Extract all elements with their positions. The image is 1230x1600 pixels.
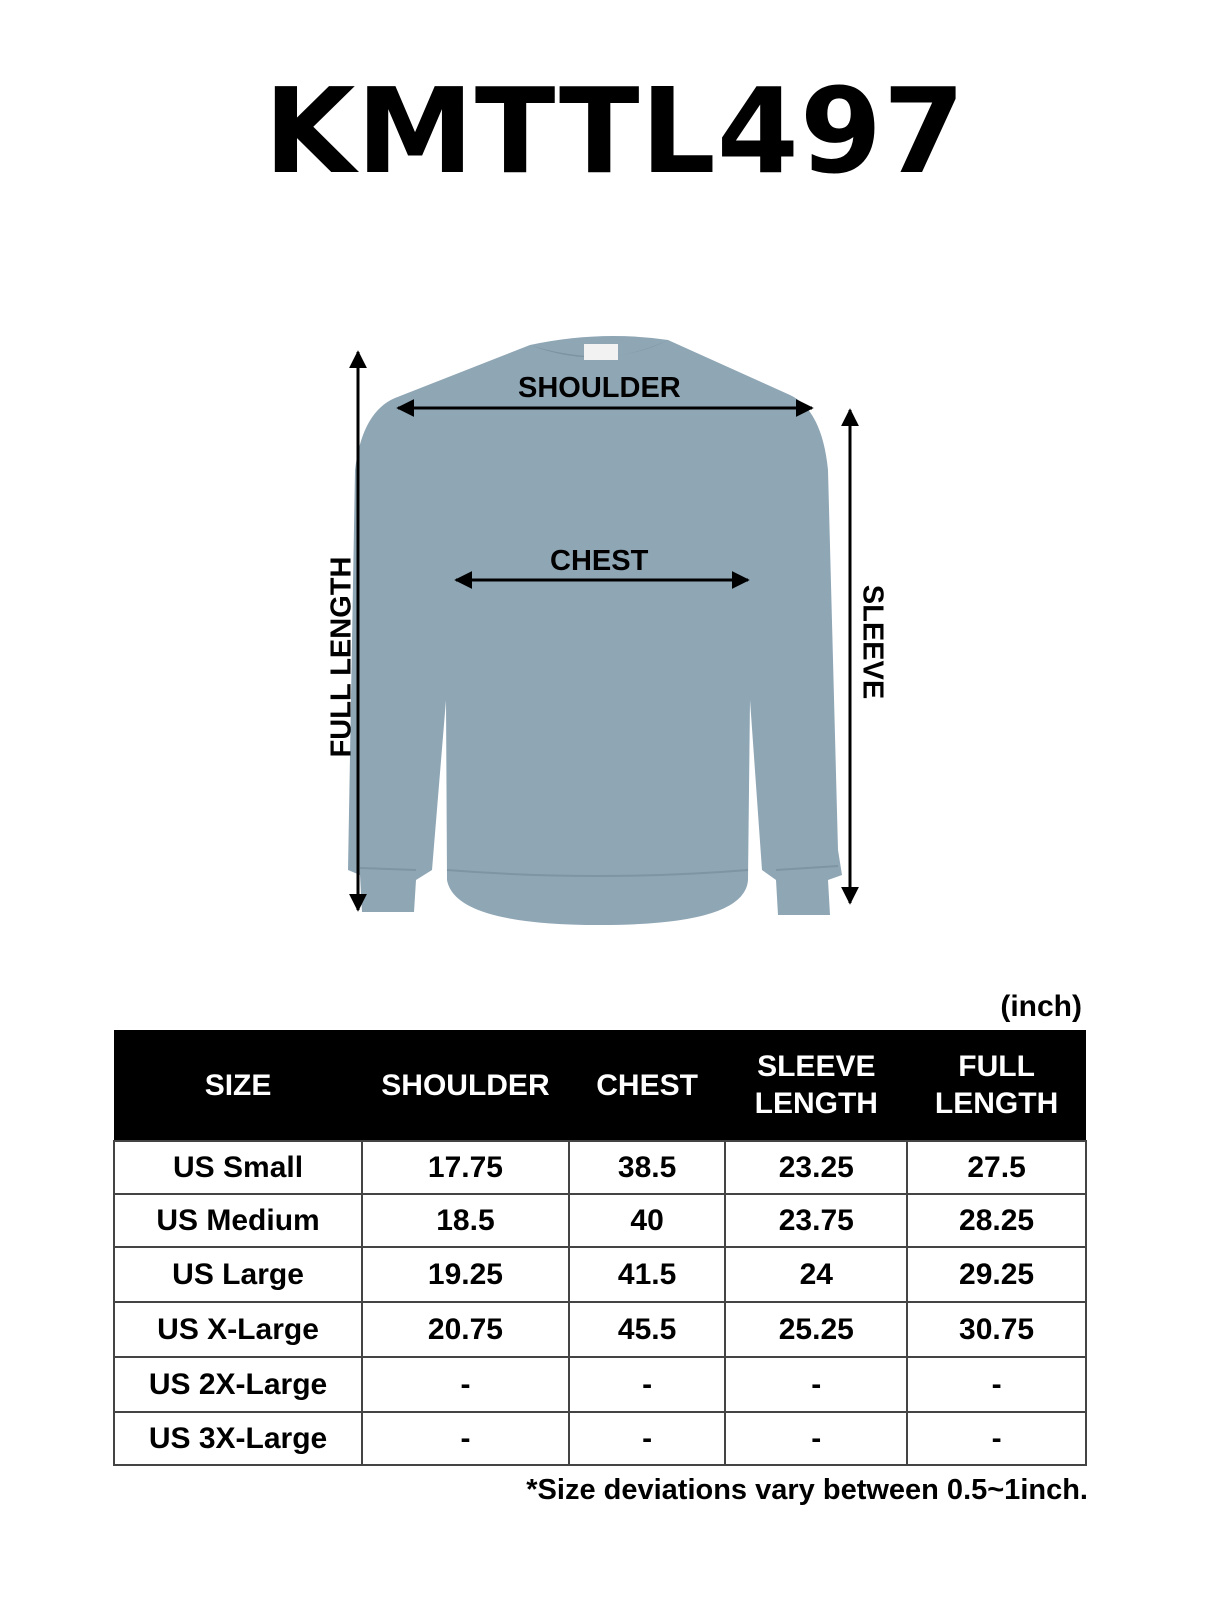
header-shoulder: SHOULDER: [362, 1030, 569, 1141]
header-size: SIZE: [114, 1030, 363, 1141]
table-row: US Large 19.25 41.5 24 29.25: [112, 1246, 1087, 1303]
cell-size: US Large: [112, 1246, 364, 1303]
size-deviation-note: *Size deviations vary between 0.5~1inch.: [526, 1474, 1088, 1506]
table-row: US 3X-Large - - - -: [112, 1411, 1087, 1466]
chest-label: CHEST: [550, 545, 649, 577]
table-row: US X-Large 20.75 45.5 25.25 30.75: [112, 1301, 1087, 1358]
product-code-title: KMTTL497: [263, 62, 967, 200]
cell-chest: 38.5: [567, 1140, 727, 1195]
size-table: SIZE SHOULDER CHEST SLEEVE LENGTH FULL LEN…: [112, 1030, 1087, 1466]
cell-sleeve-length: 25.25: [724, 1301, 909, 1358]
header-chest: CHEST: [568, 1030, 726, 1141]
cell-shoulder: -: [361, 1356, 570, 1413]
cell-size: US X-Large: [112, 1301, 364, 1358]
sleeve-label: SLEEVE: [856, 584, 889, 700]
sweater-diagram: [348, 336, 859, 925]
cell-shoulder: 17.75: [361, 1140, 570, 1195]
cell-size: US Small: [112, 1140, 364, 1195]
cell-full-length: 28.25: [906, 1193, 1087, 1248]
cell-size: US 3X-Large: [112, 1411, 364, 1466]
header-sleeve-length: SLEEVE LENGTH: [725, 1030, 908, 1141]
cell-shoulder: 20.75: [361, 1301, 570, 1358]
cell-chest: 40: [567, 1193, 727, 1248]
cell-shoulder: -: [361, 1411, 570, 1466]
cell-sleeve-length: 23.75: [724, 1193, 909, 1248]
cell-full-length: 29.25: [906, 1246, 1087, 1303]
cell-full-length: 30.75: [906, 1301, 1087, 1358]
cell-shoulder: 19.25: [361, 1246, 570, 1303]
cell-size: US Medium: [112, 1193, 364, 1248]
cell-full-length: -: [906, 1356, 1087, 1413]
cell-chest: 45.5: [567, 1301, 727, 1358]
cell-full-length: 27.5: [906, 1140, 1087, 1195]
table-row: US Small 17.75 38.5 23.25 27.5: [112, 1140, 1087, 1195]
sweater-image: [348, 336, 842, 925]
cell-chest: -: [567, 1356, 727, 1413]
table-row: US Medium 18.5 40 23.75 28.25: [112, 1193, 1087, 1248]
cell-shoulder: 18.5: [361, 1193, 570, 1248]
cell-chest: 41.5: [567, 1246, 727, 1303]
cell-full-length: -: [906, 1411, 1087, 1466]
cell-sleeve-length: 24: [724, 1246, 909, 1303]
table-header-row: SIZE SHOULDER CHEST SLEEVE LENGTH FULL LEN…: [114, 1030, 1086, 1141]
cell-size: US 2X-Large: [112, 1356, 364, 1413]
cell-sleeve-length: 23.25: [724, 1140, 909, 1195]
cell-chest: -: [567, 1411, 727, 1466]
header-full-length: FULL LENGTH: [907, 1030, 1086, 1141]
shoulder-label: SHOULDER: [518, 372, 681, 404]
cell-sleeve-length: -: [724, 1411, 909, 1466]
full-length-label: FULL LENGTH: [325, 556, 358, 758]
unit-label: (inch): [1000, 990, 1082, 1023]
cell-sleeve-length: -: [724, 1356, 909, 1413]
table-row: US 2X-Large - - - -: [112, 1356, 1087, 1413]
